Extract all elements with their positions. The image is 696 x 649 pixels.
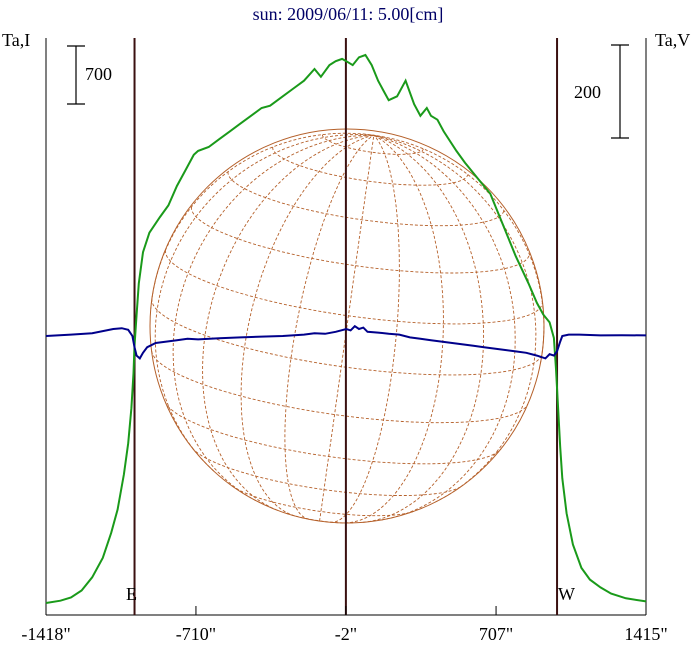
x-tick-label: -1418" — [21, 624, 70, 644]
disk-parallel — [190, 206, 530, 274]
disk-parallel — [151, 298, 543, 376]
disk-meridian — [172, 134, 374, 504]
west-limb-label: W — [558, 584, 575, 604]
disk-meridian — [362, 134, 485, 523]
disk-parallel — [227, 171, 505, 227]
disk-parallel — [151, 350, 529, 424]
disk-meridian — [345, 134, 444, 524]
disk-parallel — [286, 512, 354, 524]
x-tick-label: 707" — [479, 624, 513, 644]
scale-bar-right: 200 — [574, 44, 629, 139]
left-axis-label: Ta,I — [2, 30, 30, 50]
series-line-ta-i — [45, 53, 647, 604]
disk-meridian — [284, 134, 375, 520]
scale-bar-left-label: 700 — [85, 64, 112, 84]
series-line-ta-v — [45, 324, 647, 360]
disk-meridian — [154, 134, 374, 472]
x-tick-label: -710" — [176, 624, 216, 644]
disk-meridian — [319, 135, 375, 522]
disk-meridian — [373, 134, 537, 503]
disk-parallel — [164, 401, 502, 465]
solar-disk — [149, 128, 545, 524]
disk-meridian — [202, 134, 374, 511]
vertical-markers — [133, 38, 559, 615]
x-tick-label: 1415" — [624, 624, 667, 644]
disk-meridian — [150, 132, 374, 309]
x-tick-label: -2" — [335, 624, 357, 644]
disk-parallel — [272, 147, 469, 186]
disk-parallel — [191, 447, 463, 496]
disk-meridian — [373, 134, 545, 364]
chart-title: sun: 2009/06/11: 5.00[cm] — [253, 4, 444, 24]
scale-bar-left: 700 — [67, 45, 112, 105]
disk-parallel — [165, 250, 543, 325]
right-axis-label: Ta,V — [655, 30, 690, 50]
series-group — [45, 53, 647, 604]
east-limb-label: E — [126, 584, 137, 604]
disk-meridian — [240, 134, 374, 517]
disk-parallel — [231, 485, 414, 517]
x-axis-ticks: -1418" -710" -2" 707" 1415" — [21, 606, 668, 644]
scale-bar-right-label: 200 — [574, 82, 601, 102]
disk-meridian — [373, 134, 516, 521]
